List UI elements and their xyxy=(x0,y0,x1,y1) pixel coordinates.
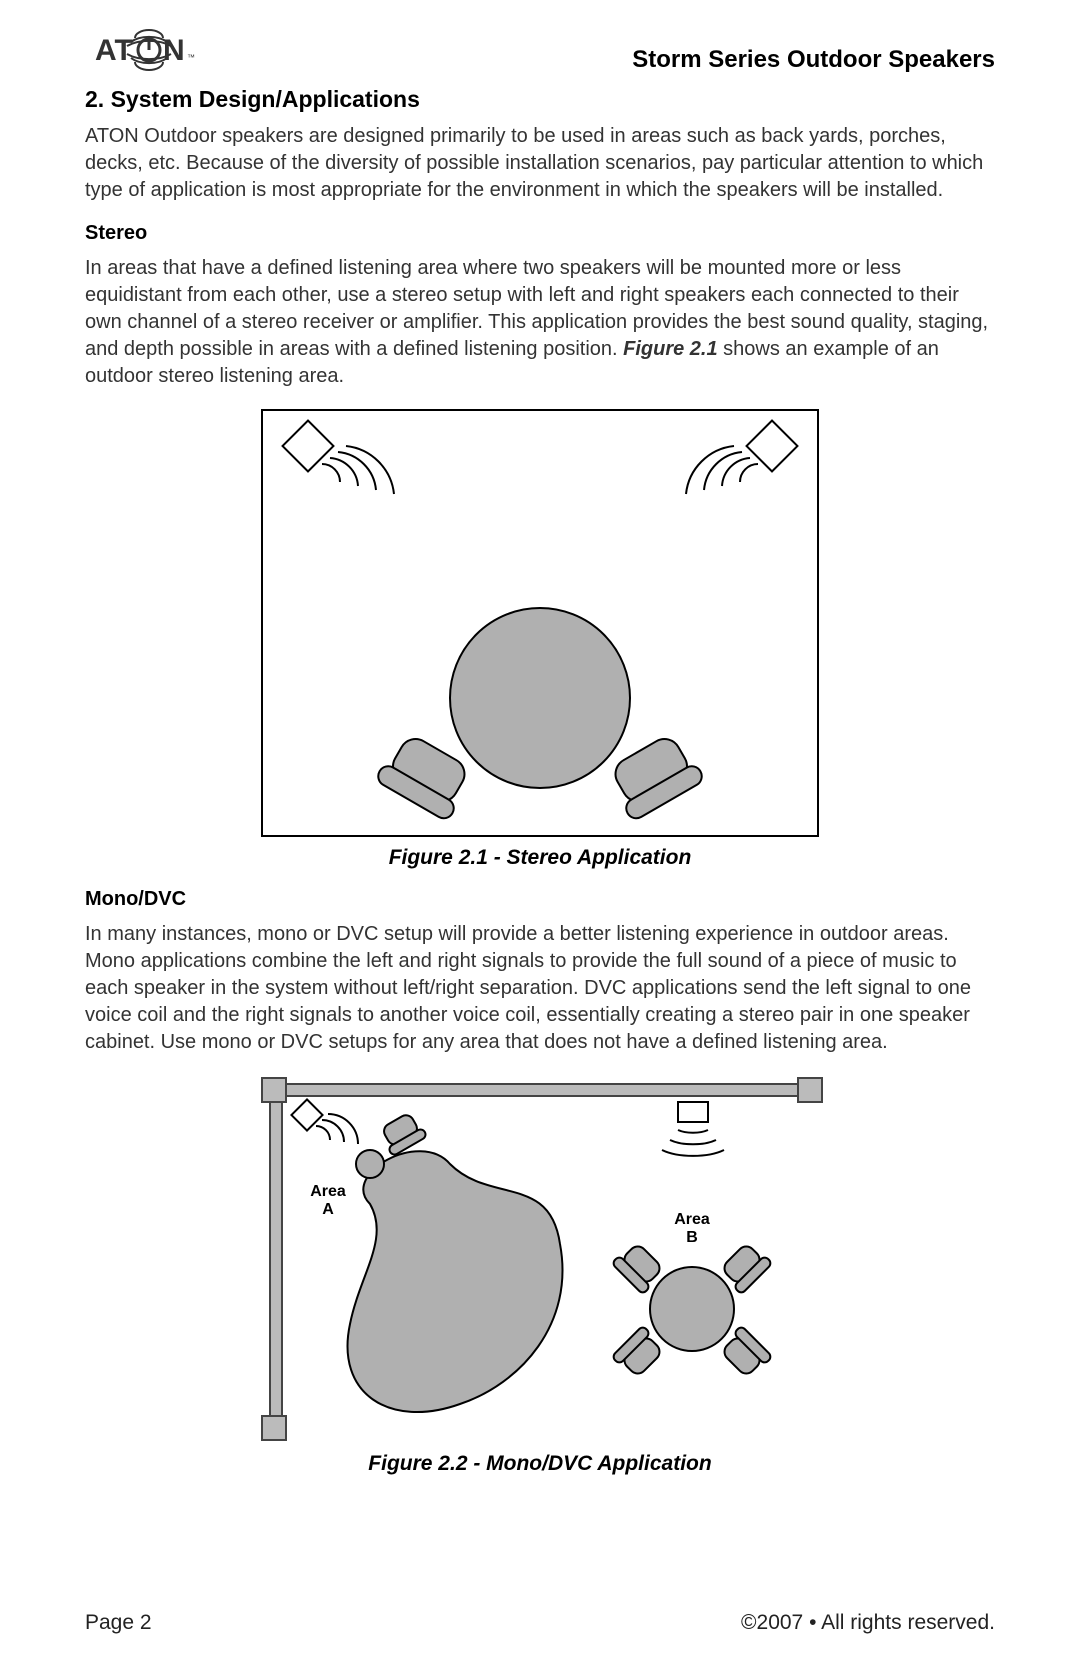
footer: Page 2 ©2007 • All rights reserved. xyxy=(85,1611,995,1635)
mono-paragraph: In many instances, mono or DVC setup wil… xyxy=(85,921,995,1056)
svg-text:AT: AT xyxy=(95,34,133,67)
figure-ref-2-1: Figure 2.1 xyxy=(623,338,717,360)
intro-paragraph: ATON Outdoor speakers are designed prima… xyxy=(85,123,995,204)
section-heading: 2. System Design/Applications xyxy=(85,86,995,113)
svg-text:N: N xyxy=(163,34,185,67)
page-number: Page 2 xyxy=(85,1611,152,1635)
figure-2-1-caption: Figure 2.1 - Stereo Application xyxy=(85,846,995,870)
svg-text:Area: Area xyxy=(310,1183,346,1200)
svg-text:B: B xyxy=(686,1229,698,1246)
svg-text:™: ™ xyxy=(187,53,195,62)
doc-title: Storm Series Outdoor Speakers xyxy=(632,46,995,74)
copyright: ©2007 • All rights reserved. xyxy=(741,1611,995,1635)
mono-heading: Mono/DVC xyxy=(85,888,995,911)
stereo-paragraph: In areas that have a defined listening a… xyxy=(85,255,995,390)
figure-2-2: Area A Area B xyxy=(85,1074,995,1444)
stereo-heading: Stereo xyxy=(85,222,995,245)
figure-2-2-caption: Figure 2.2 - Mono/DVC Application xyxy=(85,1452,995,1476)
figure-2-1 xyxy=(85,408,995,838)
header-row: AT N ™ Storm Series Outdoor Speakers xyxy=(85,20,995,80)
svg-text:Area: Area xyxy=(674,1211,710,1228)
svg-text:A: A xyxy=(322,1201,334,1218)
logo: AT N ™ xyxy=(85,20,205,80)
